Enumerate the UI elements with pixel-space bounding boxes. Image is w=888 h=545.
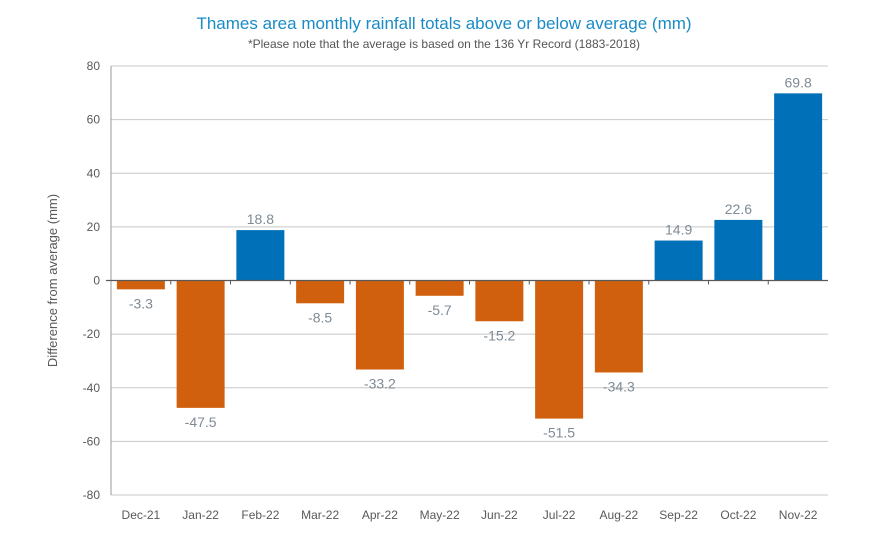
data-label: 69.8 bbox=[785, 74, 812, 90]
data-label: 22.6 bbox=[725, 201, 752, 217]
y-tick-label: 20 bbox=[87, 220, 101, 234]
data-label: 14.9 bbox=[665, 222, 692, 238]
x-tick-label: Feb-22 bbox=[241, 508, 279, 522]
chart-subtitle: *Please note that the average is based o… bbox=[247, 37, 641, 51]
data-label: -51.5 bbox=[543, 425, 575, 441]
bar bbox=[355, 280, 404, 370]
bar bbox=[415, 280, 464, 296]
bar bbox=[774, 93, 823, 281]
chart-title: Thames area monthly rainfall totals abov… bbox=[196, 14, 692, 33]
bar bbox=[535, 280, 584, 419]
x-tick-label: Jun-22 bbox=[481, 508, 518, 522]
x-tick-label: Oct-22 bbox=[720, 508, 756, 522]
bar bbox=[176, 280, 225, 408]
bar bbox=[116, 280, 165, 290]
x-tick-label: Mar-22 bbox=[301, 508, 339, 522]
y-tick-label: 40 bbox=[87, 166, 101, 180]
data-label: -3.3 bbox=[129, 295, 153, 311]
bar bbox=[475, 280, 524, 322]
y-tick-label: -20 bbox=[83, 327, 101, 341]
y-tick-label: 80 bbox=[87, 59, 101, 73]
bar bbox=[714, 219, 763, 281]
y-tick-label: -40 bbox=[83, 381, 101, 395]
x-tick-label: Dec-21 bbox=[122, 508, 161, 522]
x-tick-label: Jan-22 bbox=[182, 508, 219, 522]
x-tick-label: May-22 bbox=[420, 508, 460, 522]
data-label: 18.8 bbox=[247, 211, 274, 227]
data-label: -47.5 bbox=[185, 414, 217, 430]
data-label: -5.7 bbox=[428, 302, 452, 318]
x-tick-label: Nov-22 bbox=[779, 508, 818, 522]
x-tick-label: Apr-22 bbox=[362, 508, 398, 522]
x-tick-label: Jul-22 bbox=[543, 508, 576, 522]
bar bbox=[594, 280, 643, 373]
bar bbox=[236, 230, 285, 281]
data-label: -15.2 bbox=[483, 327, 515, 343]
y-tick-label: 60 bbox=[87, 113, 101, 127]
data-label: -8.5 bbox=[308, 309, 332, 325]
data-label: -34.3 bbox=[603, 378, 635, 394]
x-tick-label: Sep-22 bbox=[659, 508, 698, 522]
y-tick-label: -80 bbox=[83, 488, 101, 502]
x-tick-label: Aug-22 bbox=[600, 508, 639, 522]
bar bbox=[654, 240, 703, 281]
bar bbox=[296, 280, 345, 304]
y-tick-label: -60 bbox=[83, 434, 101, 448]
y-tick-label: 0 bbox=[93, 274, 100, 288]
data-label: -33.2 bbox=[364, 376, 396, 392]
y-axis-title: Difference from average (mm) bbox=[45, 194, 60, 367]
